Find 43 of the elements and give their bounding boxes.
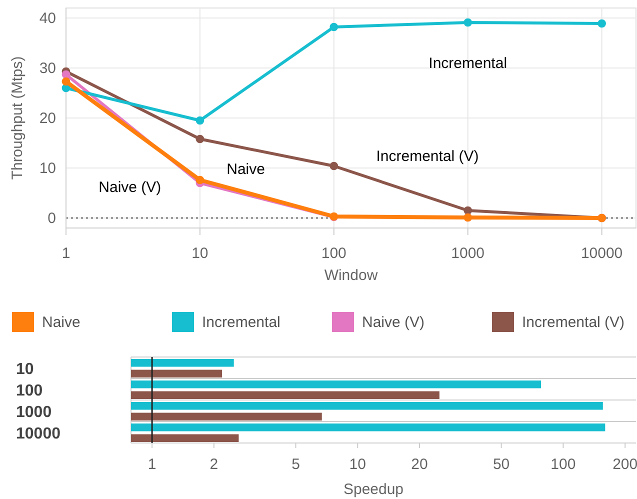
x-tick-label: 1000: [451, 245, 485, 262]
point: [196, 116, 204, 125]
x-tick-label: 1: [148, 456, 156, 473]
x-tick-label: 20: [411, 456, 428, 473]
point: [330, 162, 338, 170]
x-axis-title: Speedup: [343, 481, 404, 498]
y-tick-label: 10000: [16, 425, 61, 442]
legend-label: Naive: [42, 314, 80, 331]
x-tick-label: 1: [62, 245, 70, 262]
x-tick-label: 5: [292, 456, 300, 473]
point: [330, 22, 338, 32]
x-tick-label: 50: [492, 456, 510, 473]
point: [464, 18, 472, 27]
point: [196, 134, 204, 144]
x-tick-label: 100: [321, 245, 346, 262]
legend-label: Incremental (V): [522, 314, 625, 331]
y-tick-label: 10: [39, 160, 56, 177]
x-tick-label: 100: [550, 456, 576, 473]
annotation: Incremental (V): [376, 148, 479, 165]
x-tick-label: 10: [192, 245, 208, 262]
x-axis-title: Window: [324, 267, 378, 284]
point: [62, 77, 70, 86]
y-tick-label: 0: [48, 210, 56, 227]
y-tick-label: 30: [39, 60, 56, 77]
x-tick-label: 10: [349, 456, 366, 473]
y-tick-label: 20: [39, 110, 56, 127]
y-tick-label: 40: [39, 10, 56, 27]
legend-label: Incremental: [202, 314, 280, 331]
x-tick-label: 10000: [580, 245, 623, 262]
x-tick-label: 200: [612, 456, 637, 473]
point: [62, 70, 70, 79]
point: [598, 19, 606, 28]
y-tick-label: 10: [16, 360, 34, 378]
y-tick-label: 1000: [16, 404, 52, 421]
y-tick-label: 100: [16, 382, 43, 400]
annotation: Naive: [226, 161, 265, 178]
point: [464, 206, 472, 215]
legend-label: Naive (V): [362, 314, 425, 331]
annotation: Naive (V): [98, 179, 162, 196]
y-axis-title: Throughput (Mtps): [9, 56, 26, 180]
point: [196, 176, 204, 184]
annotation: Incremental: [428, 55, 508, 72]
x-tick-label: 2: [210, 456, 218, 473]
